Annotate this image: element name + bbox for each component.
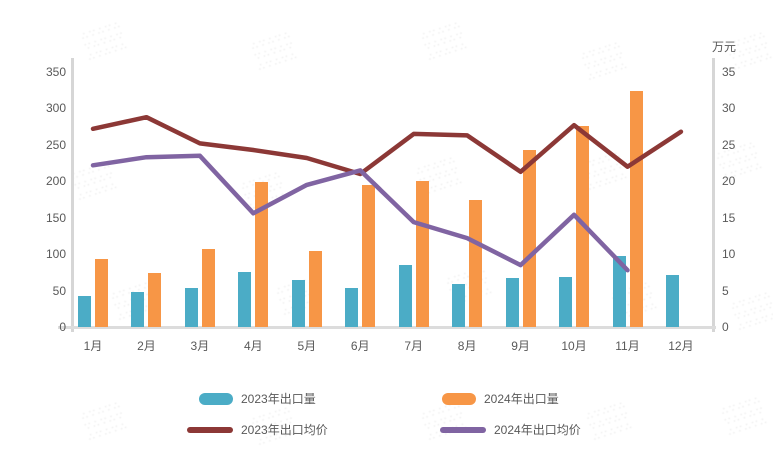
x-axis-label: 12月 (668, 339, 694, 353)
x-axis-label: 4月 (244, 339, 263, 353)
bar-2024年出口量 (415, 181, 429, 327)
bar-2023年出口量 (665, 275, 679, 327)
x-axis-label: 8月 (457, 339, 477, 353)
y-axis-right-tick: 0 (722, 320, 729, 334)
bar-2024年出口量 (522, 149, 536, 327)
bar-2024年出口量 (255, 182, 269, 327)
legend-swatch-2024-bar (442, 392, 476, 405)
legend-label: 2024年出口均价 (494, 423, 581, 437)
bar-2024年出口量 (629, 90, 643, 327)
bar-2023年出口量 (184, 288, 198, 327)
bar-2023年出口量 (238, 271, 252, 327)
y-axis-left-tick: 0 (59, 320, 66, 334)
bar-2024年出口量 (308, 250, 322, 327)
bar-2024年出口量 (95, 259, 108, 327)
x-axis-line (58, 326, 716, 329)
line-2023年出口均价 (90, 114, 684, 177)
y-axis-right-line (712, 58, 715, 332)
bar-2024年出口量 (469, 200, 483, 327)
y-axis-right-tick: 20 (722, 174, 736, 189)
y-axis-left-line (71, 58, 74, 332)
x-axis-label: 3月 (190, 339, 210, 353)
bar-2024年出口量 (148, 273, 162, 327)
x-axis-label: 11月 (615, 339, 640, 353)
x-axis-label: 2月 (137, 339, 156, 353)
y-axis-left-tick: 200 (45, 174, 66, 189)
bar-2023年出口量 (559, 277, 573, 327)
bar-2023年出口量 (345, 288, 359, 327)
bar-2024年出口量 (362, 184, 376, 327)
legend-swatch-2024-line (440, 426, 486, 433)
line-2024年出口均价 (90, 153, 630, 273)
x-axis-label: 9月 (511, 339, 530, 353)
legend-swatch-2023-bar (199, 392, 233, 405)
y-axis-left-tick: 250 (45, 137, 66, 152)
y-axis-right-tick: 10 (722, 247, 736, 262)
x-axis-label: 1月 (83, 339, 103, 353)
bar-2023年出口量 (131, 292, 145, 327)
bar-2023年出口量 (452, 284, 466, 327)
bar-2023年出口量 (612, 256, 626, 327)
y-axis-left-tick: 150 (45, 210, 66, 225)
bar-2023年出口量 (78, 296, 91, 327)
legend-item-2023-line[interactable]: 2023年出口均价 (187, 421, 328, 438)
legend-item-2023-bar[interactable]: 2023年出口量 (199, 390, 316, 407)
bar-2023年出口量 (291, 280, 305, 327)
y-axis-right-tick: 30 (722, 101, 736, 116)
y-axis-right-tick: 25 (722, 137, 736, 152)
legend-item-2024-line[interactable]: 2024年出口均价 (440, 421, 581, 438)
y-axis-right-tick: 5 (722, 283, 729, 298)
legend-item-2024-bar[interactable]: 2024年出口量 (442, 390, 559, 407)
y-axis-left-tick: 50 (52, 283, 66, 298)
x-axis-label: 6月 (350, 339, 370, 353)
y-axis-right-tick: 35 (722, 65, 736, 79)
bar-2023年出口量 (398, 265, 412, 327)
x-axis-label: 5月 (297, 339, 317, 353)
legend-label: 2023年出口量 (241, 392, 316, 406)
right-axis-unit: 万元 (712, 40, 737, 54)
x-axis-label: 7月 (404, 339, 424, 353)
y-axis-left-tick: 100 (45, 247, 66, 262)
bar-2023年出口量 (505, 278, 519, 327)
legend-label: 2023年出口均价 (241, 423, 328, 437)
y-axis-left-tick: 300 (45, 101, 66, 116)
y-axis-right-tick: 15 (722, 210, 736, 225)
x-axis-label: 10月 (561, 339, 587, 353)
legend-label: 2024年出口量 (484, 392, 559, 406)
legend-swatch-2023-line (187, 426, 233, 433)
y-axis-left-tick: 350 (45, 65, 66, 79)
bar-2024年出口量 (201, 249, 215, 327)
